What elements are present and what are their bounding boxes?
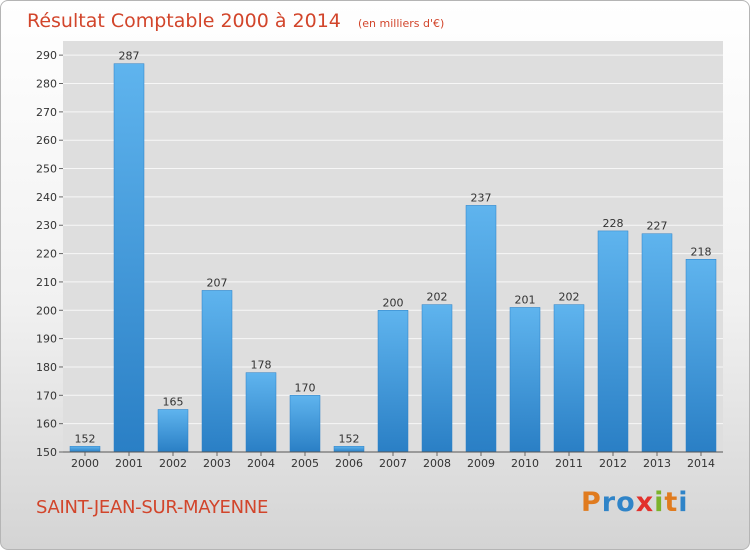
x-tick-label: 2005 — [291, 457, 319, 470]
y-axis-ticks: 150 160 170 180 190 200 210 220 230 240 250 260 270 2… — [36, 49, 63, 459]
value-label: 237 — [471, 191, 492, 204]
x-tick-label: 2013 — [643, 457, 671, 470]
logo-letter: P — [581, 487, 602, 518]
bar — [289, 395, 321, 453]
chart-title-group: Résultat Comptable 2000 à 2014 (en milli… — [27, 10, 444, 32]
value-label: 201 — [515, 293, 536, 306]
x-tick-label: 2004 — [247, 457, 275, 470]
x-tick-label: 2010 — [511, 457, 539, 470]
x-tick-label: 2012 — [599, 457, 627, 470]
bar — [113, 63, 145, 453]
logo-letter: t — [664, 487, 679, 518]
value-label: 227 — [647, 220, 668, 233]
x-tick-label: 2002 — [159, 457, 187, 470]
logo-letter: i — [678, 487, 689, 518]
proxiti-logo: Proxiti — [581, 487, 689, 518]
logo-letter: o — [616, 487, 636, 518]
bar — [333, 446, 365, 453]
value-label: 202 — [559, 291, 580, 304]
bar — [597, 230, 629, 453]
y-tick-label: 150 — [36, 446, 57, 459]
logo-letter: x — [635, 487, 655, 518]
y-tick-label: 240 — [36, 191, 57, 204]
value-label: 218 — [691, 245, 712, 258]
value-label: 178 — [251, 359, 272, 372]
bar — [421, 304, 453, 453]
x-tick-label: 2014 — [687, 457, 715, 470]
x-tick-label: 2007 — [379, 457, 407, 470]
logo-letter: i — [654, 487, 665, 518]
value-label: 228 — [603, 217, 624, 230]
logo-letter: r — [601, 487, 617, 518]
y-tick-label: 260 — [36, 134, 57, 147]
y-tick-label: 280 — [36, 78, 57, 91]
x-tick-label: 2000 — [71, 457, 99, 470]
value-label: 207 — [207, 276, 228, 289]
value-label: 202 — [427, 291, 448, 304]
bar — [465, 205, 497, 453]
bar — [509, 307, 541, 453]
bar — [157, 409, 189, 453]
chart-title: Résultat Comptable 2000 à 2014 — [27, 10, 341, 32]
y-tick-label: 210 — [36, 276, 57, 289]
value-label: 152 — [339, 432, 360, 445]
y-tick-label: 250 — [36, 163, 57, 176]
y-tick-label: 200 — [36, 304, 57, 317]
bar — [69, 446, 101, 453]
bar — [201, 290, 233, 453]
y-tick-label: 230 — [36, 219, 57, 232]
y-tick-label: 290 — [36, 49, 57, 62]
x-axis-ticks: 2000 2001 2002 2003 2004 2005 2006 2007 2008 2009… — [71, 452, 715, 470]
gridlines — [63, 54, 723, 453]
y-tick-label: 220 — [36, 248, 57, 261]
y-tick-label: 180 — [36, 361, 57, 374]
bar — [685, 259, 717, 453]
y-tick-label: 190 — [36, 333, 57, 346]
x-tick-label: 2008 — [423, 457, 451, 470]
x-tick-label: 2009 — [467, 457, 495, 470]
commune-name: SAINT-JEAN-SUR-MAYENNE — [36, 497, 269, 518]
bar — [641, 233, 673, 453]
value-labels: 152 287 165 207 178 170 152 200 202 237 201 202 228 2… — [75, 50, 712, 446]
x-tick-label: 2011 — [555, 457, 583, 470]
y-tick-label: 170 — [36, 389, 57, 402]
value-label: 152 — [75, 432, 96, 445]
chart-subtitle: (en milliers d'€) — [358, 17, 444, 30]
value-label: 200 — [383, 296, 404, 309]
x-tick-label: 2001 — [115, 457, 143, 470]
x-tick-label: 2006 — [335, 457, 363, 470]
y-tick-label: 270 — [36, 106, 57, 119]
value-label: 165 — [163, 395, 184, 408]
bar — [553, 304, 585, 453]
value-label: 287 — [119, 50, 140, 63]
bar — [377, 310, 409, 453]
bar — [245, 372, 277, 453]
x-tick-label: 2003 — [203, 457, 231, 470]
y-tick-label: 160 — [36, 418, 57, 431]
value-label: 170 — [295, 381, 316, 394]
